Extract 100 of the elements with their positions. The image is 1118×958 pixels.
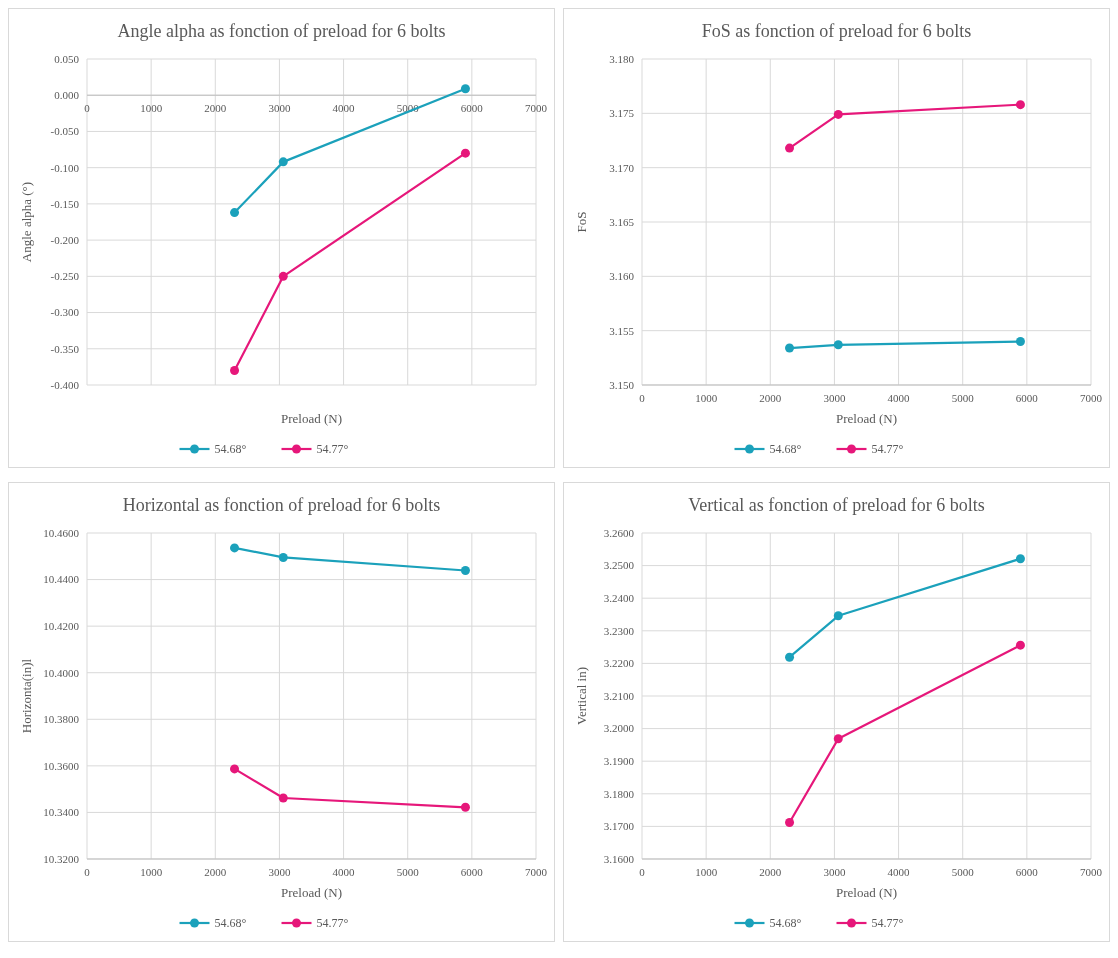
y-tick-label: 3.165 (609, 215, 635, 228)
y-tick-label: 10.4200 (43, 619, 80, 632)
y-tick-label: -0.150 (50, 197, 80, 210)
x-axis-title: Preload (N) (280, 411, 343, 426)
point (1015, 554, 1025, 564)
legend-label: 54.77° (316, 442, 349, 457)
x-tick-label: 5000 (396, 866, 420, 878)
x-tick-label: 6000 (460, 866, 484, 878)
y-tick-label: 3.2300 (603, 624, 635, 637)
x-tick-label: 2000 (204, 866, 227, 878)
legend-label: 54.77° (871, 442, 904, 457)
y-tick-label: -0.350 (50, 342, 80, 355)
x-tick-label: 2000 (759, 866, 782, 878)
x-axis-title: Preload (N) (835, 885, 898, 900)
point (833, 611, 843, 621)
y-tick-label: 3.2200 (603, 657, 635, 670)
x-tick-label: 4000 (887, 392, 911, 404)
point (230, 764, 240, 774)
x-tick-label: 4000 (332, 102, 356, 115)
point (230, 208, 240, 218)
x-tick-label: 6000 (1015, 392, 1039, 404)
y-tick-label: 3.1900 (603, 755, 635, 768)
x-tick-label: 3000 (268, 102, 291, 115)
y-axis-title: FoS (574, 211, 589, 233)
x-tick-label: 4000 (332, 866, 356, 878)
chart-title: FoS as fonction of preload for 6 bolts (701, 21, 972, 41)
point (460, 148, 470, 158)
y-tick-label: 3.2100 (603, 689, 635, 702)
y-tick-label: 3.150 (609, 378, 635, 391)
y-tick-label: 10.4600 (43, 526, 80, 539)
y-tick-label: 10.3800 (43, 713, 80, 726)
legend-label: 54.77° (316, 916, 349, 931)
point (1015, 100, 1025, 110)
point (460, 84, 470, 94)
x-tick-label: 5000 (951, 392, 975, 404)
y-tick-label: 3.155 (609, 324, 635, 337)
x-tick-label: 0 (84, 866, 91, 878)
x-tick-label: 5000 (951, 866, 975, 878)
chart-title: Horizontal as fonction of preload for 6 bolts (122, 495, 441, 515)
point (833, 734, 843, 744)
y-tick-label: 10.4000 (43, 666, 80, 679)
x-tick-label: 1000 (140, 866, 163, 878)
x-tick-label: 6000 (460, 102, 484, 115)
y-tick-label: 0.000 (54, 89, 80, 102)
y-axis-title: Vertical in) (574, 666, 589, 726)
point (785, 143, 795, 153)
x-tick-label: 0 (639, 866, 646, 878)
x-axis-title: Preload (N) (280, 885, 343, 900)
y-tick-label: 3.2600 (603, 526, 635, 539)
x-tick-label: 3000 (823, 866, 846, 878)
x-tick-label: 7000 (1080, 866, 1103, 878)
point (833, 109, 843, 119)
y-tick-label: 3.1600 (603, 852, 635, 865)
x-tick-label: 0 (84, 102, 91, 115)
y-tick-label: 10.3400 (43, 806, 80, 819)
x-tick-label: 6000 (1015, 866, 1039, 878)
x-tick-label: 1000 (140, 102, 163, 115)
y-tick-label: 10.4400 (43, 573, 80, 586)
y-tick-label: 3.2500 (603, 559, 635, 572)
point (785, 652, 795, 662)
legend-label: 54.68° (214, 916, 247, 931)
point (1015, 640, 1025, 650)
y-axis-title: Horizonta(in)l (19, 658, 34, 734)
x-tick-label: 2000 (759, 392, 782, 404)
point (230, 366, 240, 376)
chart-title: Vertical as fonction of preload for 6 bolts (688, 495, 985, 515)
y-tick-label: 3.160 (609, 270, 635, 283)
x-tick-label: 2000 (204, 102, 227, 115)
y-tick-label: 3.1800 (603, 787, 635, 800)
y-tick-label: -0.250 (50, 270, 80, 283)
point (278, 552, 288, 562)
y-tick-label: 10.3200 (43, 852, 80, 865)
y-tick-label: -0.200 (50, 233, 80, 246)
y-tick-label: 3.2000 (603, 722, 635, 735)
legend-label: 54.68° (214, 442, 247, 457)
x-tick-label: 1000 (695, 866, 718, 878)
y-tick-label: 3.1700 (603, 820, 635, 833)
legend-label: 54.68° (769, 916, 802, 931)
point (833, 340, 843, 350)
point (785, 343, 795, 353)
point (460, 802, 470, 812)
y-tick-label: -0.300 (50, 306, 80, 319)
y-tick-label: -0.050 (50, 125, 80, 138)
y-tick-label: -0.100 (50, 161, 80, 174)
point (278, 271, 288, 281)
chart-title: Angle alpha as fonction of preload for 6 bolts (117, 21, 446, 41)
y-tick-label: 3.170 (609, 161, 635, 174)
y-tick-label: 3.175 (609, 107, 635, 120)
x-tick-label: 7000 (1080, 392, 1103, 404)
point (278, 157, 288, 167)
x-tick-label: 4000 (887, 866, 911, 878)
y-axis-title: Angle alpha (°) (19, 181, 34, 263)
y-tick-label: -0.400 (50, 378, 80, 391)
x-tick-label: 3000 (268, 866, 291, 878)
x-tick-label: 1000 (695, 392, 718, 404)
point (460, 565, 470, 575)
y-tick-label: 0.050 (54, 52, 80, 65)
y-tick-label: 3.180 (609, 52, 635, 65)
x-tick-label: 3000 (823, 392, 846, 404)
x-tick-label: 7000 (525, 102, 548, 115)
